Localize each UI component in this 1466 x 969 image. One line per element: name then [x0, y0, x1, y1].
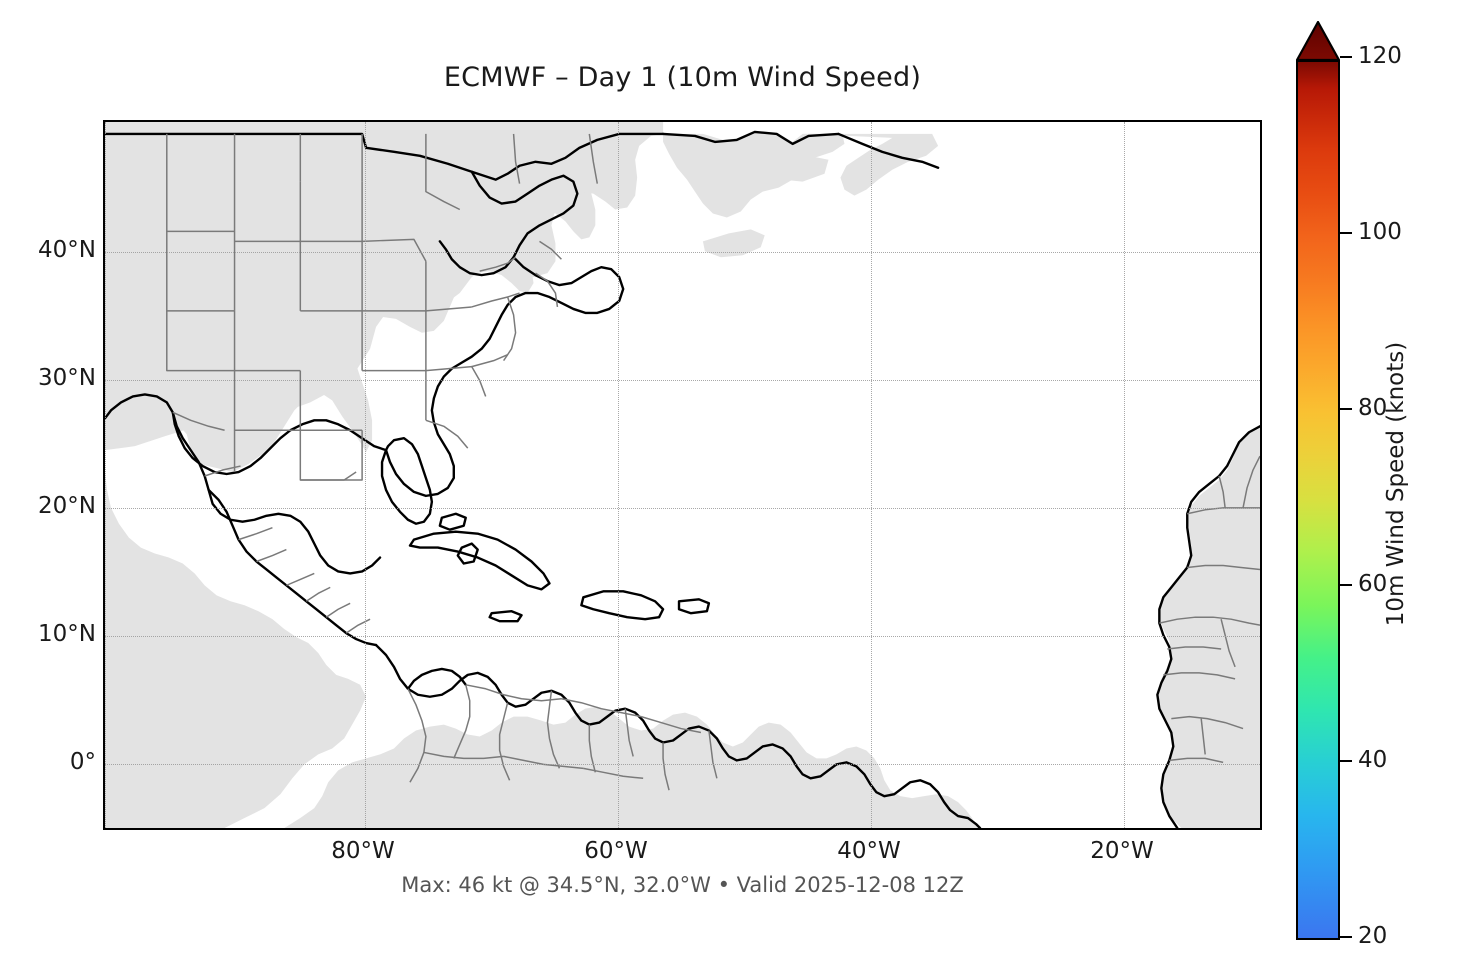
land-polygons [105, 122, 1260, 828]
colorbar-tick-120 [1340, 56, 1352, 58]
colorbar-label-40: 40 [1358, 747, 1388, 773]
colorbar-label-20: 20 [1358, 923, 1388, 949]
page-title: ECMWF – Day 1 (10m Wind Speed) [443, 62, 922, 93]
colorbar-label-100: 100 [1358, 219, 1402, 245]
colorbar-label-80: 80 [1358, 395, 1388, 421]
xtick-label-40w: 40°W [837, 838, 901, 864]
ytick-label-40n: 40°N [38, 237, 96, 263]
status-text: Max: 46 kt @ 34.5°N, 32.0°W • Valid 2025… [401, 873, 964, 897]
ytick-label-0: 0° [69, 749, 96, 775]
colorbar-gradient [1296, 60, 1340, 940]
colorbar-label-60: 60 [1358, 571, 1388, 597]
ytick-label-30n: 30°N [38, 365, 96, 391]
xtick-label-80w: 80°W [331, 838, 395, 864]
colorbar-tick-40 [1340, 760, 1352, 762]
map-canvas [105, 122, 1260, 828]
colorbar-extend-arrow-icon [1296, 21, 1340, 61]
colorbar-axis-label: 10m Wind Speed (knots) [1383, 341, 1409, 627]
colorbar-tick-80 [1340, 408, 1352, 410]
political-borders [166, 133, 1260, 791]
xtick-label-20w: 20°W [1090, 838, 1154, 864]
colorbar-label-120: 120 [1358, 43, 1402, 69]
ytick-label-20n: 20°N [38, 493, 96, 519]
xtick-label-60w: 60°W [584, 838, 648, 864]
map-axes[interactable] [103, 120, 1262, 830]
colorbar-tick-60 [1340, 584, 1352, 586]
colorbar[interactable] [1296, 21, 1340, 940]
colorbar-tick-20 [1340, 936, 1352, 938]
ytick-label-10n: 10°N [38, 621, 96, 647]
colorbar-tick-100 [1340, 232, 1352, 234]
